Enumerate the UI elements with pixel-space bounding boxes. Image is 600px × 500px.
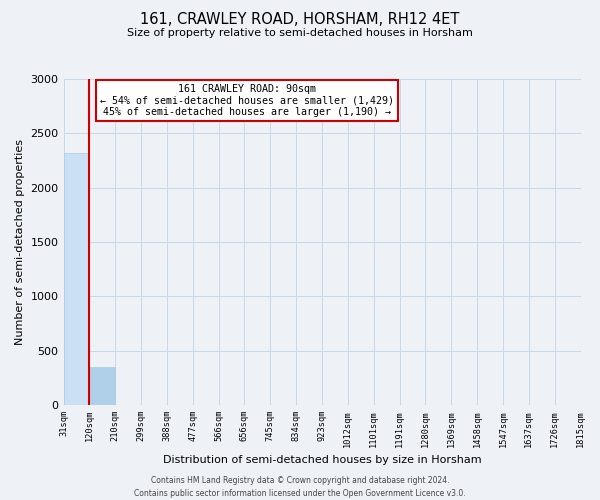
- Bar: [89, 367, 115, 405]
- Bar: [64, 153, 89, 405]
- Y-axis label: Number of semi-detached properties: Number of semi-detached properties: [15, 139, 25, 345]
- Text: Contains HM Land Registry data © Crown copyright and database right 2024.
Contai: Contains HM Land Registry data © Crown c…: [134, 476, 466, 498]
- Text: 161, CRAWLEY ROAD, HORSHAM, RH12 4ET: 161, CRAWLEY ROAD, HORSHAM, RH12 4ET: [140, 12, 460, 28]
- X-axis label: Distribution of semi-detached houses by size in Horsham: Distribution of semi-detached houses by …: [163, 455, 481, 465]
- Text: 161 CRAWLEY ROAD: 90sqm
← 54% of semi-detached houses are smaller (1,429)
45% of: 161 CRAWLEY ROAD: 90sqm ← 54% of semi-de…: [100, 84, 394, 117]
- Text: Size of property relative to semi-detached houses in Horsham: Size of property relative to semi-detach…: [127, 28, 473, 38]
